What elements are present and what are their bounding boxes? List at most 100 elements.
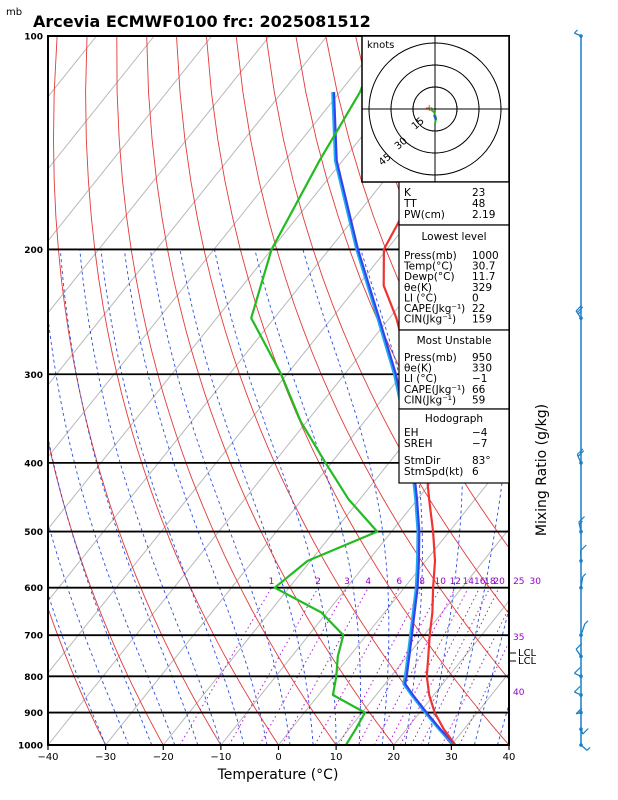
y-tick-label: 500 xyxy=(24,528,43,538)
hodograph-index-value: 6 xyxy=(472,466,479,478)
dry-adiabat xyxy=(235,36,509,680)
wind-barbs xyxy=(573,29,591,751)
moist-adiabat xyxy=(427,249,464,745)
dry-adiabat xyxy=(565,36,618,745)
hodograph-index-label: EH xyxy=(404,427,419,439)
background-lines xyxy=(48,36,618,745)
hodograph-index-value: −7 xyxy=(472,438,487,450)
dry-adiabat xyxy=(116,36,337,745)
x-axis-label: Temperature (°C) xyxy=(217,767,339,783)
wind-barb xyxy=(580,728,584,735)
x-tick-label: 30 xyxy=(445,752,458,763)
mixing-ratio-label: 20 xyxy=(493,577,505,587)
dry-adiabat xyxy=(146,36,395,745)
wind-barb xyxy=(580,576,584,588)
hodograph: knots 15 30 45 + xyxy=(361,35,510,183)
moist-adiabat xyxy=(497,702,509,745)
barb-flag xyxy=(575,304,583,312)
mixing-ratio-axis-label: Mixing Ratio (g/kg) xyxy=(534,404,550,536)
lcl-label-2: LCL xyxy=(518,656,537,667)
mixing-ratio-label: 1 xyxy=(269,577,275,587)
moist-adiabat xyxy=(59,249,199,745)
hodograph-index-value: 83° xyxy=(472,455,491,467)
y-tick-label: 100 xyxy=(24,33,43,43)
barb-flag xyxy=(578,520,583,525)
theta-label-35: 35 xyxy=(513,633,524,643)
isotherm-line xyxy=(393,600,509,745)
barb-flag xyxy=(575,707,583,715)
isotherm-line xyxy=(48,36,328,386)
barb-flag xyxy=(573,29,578,34)
isotherm-line xyxy=(48,36,443,530)
x-tick-label: −40 xyxy=(37,752,58,763)
y-tick-label: 1000 xyxy=(18,742,43,752)
lowest-level-value: 1000 xyxy=(472,250,499,262)
x-tick-label: 20 xyxy=(387,752,400,763)
wind-barb xyxy=(574,691,582,696)
dry-adiabat xyxy=(53,36,222,745)
moist-adiabat xyxy=(48,592,107,745)
mixing-ratio-label: 2 xyxy=(315,577,321,587)
mixing-ratio-line xyxy=(281,587,369,745)
y-tick-label: 200 xyxy=(24,246,43,256)
moist-adiabat xyxy=(179,249,314,745)
index-top-value: 23 xyxy=(472,187,485,199)
most-unstable-value: −1 xyxy=(472,373,487,385)
barb-flag xyxy=(573,685,581,693)
moist-adiabat xyxy=(48,521,130,745)
x-tick-label: −10 xyxy=(210,752,231,763)
dry-adiabat xyxy=(265,36,509,615)
most-unstable-value: 59 xyxy=(472,394,485,406)
lowest-level-value: 22 xyxy=(472,303,485,315)
isotherm-line xyxy=(278,456,509,745)
lowest-level-value: 30.7 xyxy=(472,261,495,273)
chart-title: Arcevia ECMWF0100 frc: 2025081512 xyxy=(33,12,371,31)
barb-flag xyxy=(584,620,589,625)
dry-adiabat xyxy=(48,606,107,745)
dry-adiabat xyxy=(48,439,164,745)
lowest-level-label: Temp(°C) xyxy=(403,261,453,273)
isotherm-line xyxy=(48,167,509,745)
isotherm-line xyxy=(48,36,270,314)
index-top-label: PW(cm) xyxy=(404,209,445,221)
index-top-value: 48 xyxy=(472,198,485,210)
most-unstable-label: LI (°C) xyxy=(404,373,437,385)
mixing-ratio-label: 4 xyxy=(365,577,371,587)
most-unstable-label: θe(K) xyxy=(404,363,432,375)
mixing-ratio-line xyxy=(338,587,423,745)
isotherm-line xyxy=(48,36,155,170)
barb-flag xyxy=(578,516,585,523)
mixing-ratio-label: 6 xyxy=(396,577,402,587)
x-tick-label: 40 xyxy=(503,752,516,763)
lowest-level-label: CIN(Jkg⁻¹) xyxy=(404,314,456,326)
lowest-level-label: Dewp(°C) xyxy=(404,271,455,283)
y-tick-label: 300 xyxy=(24,371,43,381)
isotherm-line xyxy=(105,239,509,745)
mixing-ratio-label: 25 xyxy=(513,577,524,587)
mixing-ratio-label: 14 xyxy=(463,577,475,587)
most-unstable-label: CAPE(Jkg⁻¹) xyxy=(404,384,465,396)
x-tick-label: 10 xyxy=(330,752,343,763)
mixing-ratio-label: 16 xyxy=(474,577,486,587)
barb-flag xyxy=(575,643,583,650)
barb-flag xyxy=(577,310,582,315)
most-unstable-value: 950 xyxy=(472,352,492,364)
series-parcel xyxy=(332,92,457,745)
wind-barb xyxy=(580,623,586,636)
profile-series xyxy=(250,36,509,745)
y-tick-label: 900 xyxy=(24,709,43,719)
moist-adiabat xyxy=(254,249,361,745)
most-unstable-value: 330 xyxy=(472,363,492,375)
barb-flag xyxy=(576,306,584,313)
lowest-level-label: CAPE(Jkg⁻¹) xyxy=(404,303,465,315)
dry-adiabat xyxy=(535,36,618,745)
barb-flag xyxy=(582,728,589,735)
x-tick-label: 0 xyxy=(275,752,281,763)
hodograph-index-label: SREH xyxy=(404,438,433,450)
x-tick-label: −20 xyxy=(153,752,174,763)
wind-barb xyxy=(574,672,582,677)
indices-panel: K 23 TT 48 PW(cm) 2.19 Lowest level Press(mb) 10… xyxy=(398,181,510,484)
lowest-level-header: Lowest level xyxy=(421,231,486,243)
storm-motion-marker: + xyxy=(425,103,433,114)
